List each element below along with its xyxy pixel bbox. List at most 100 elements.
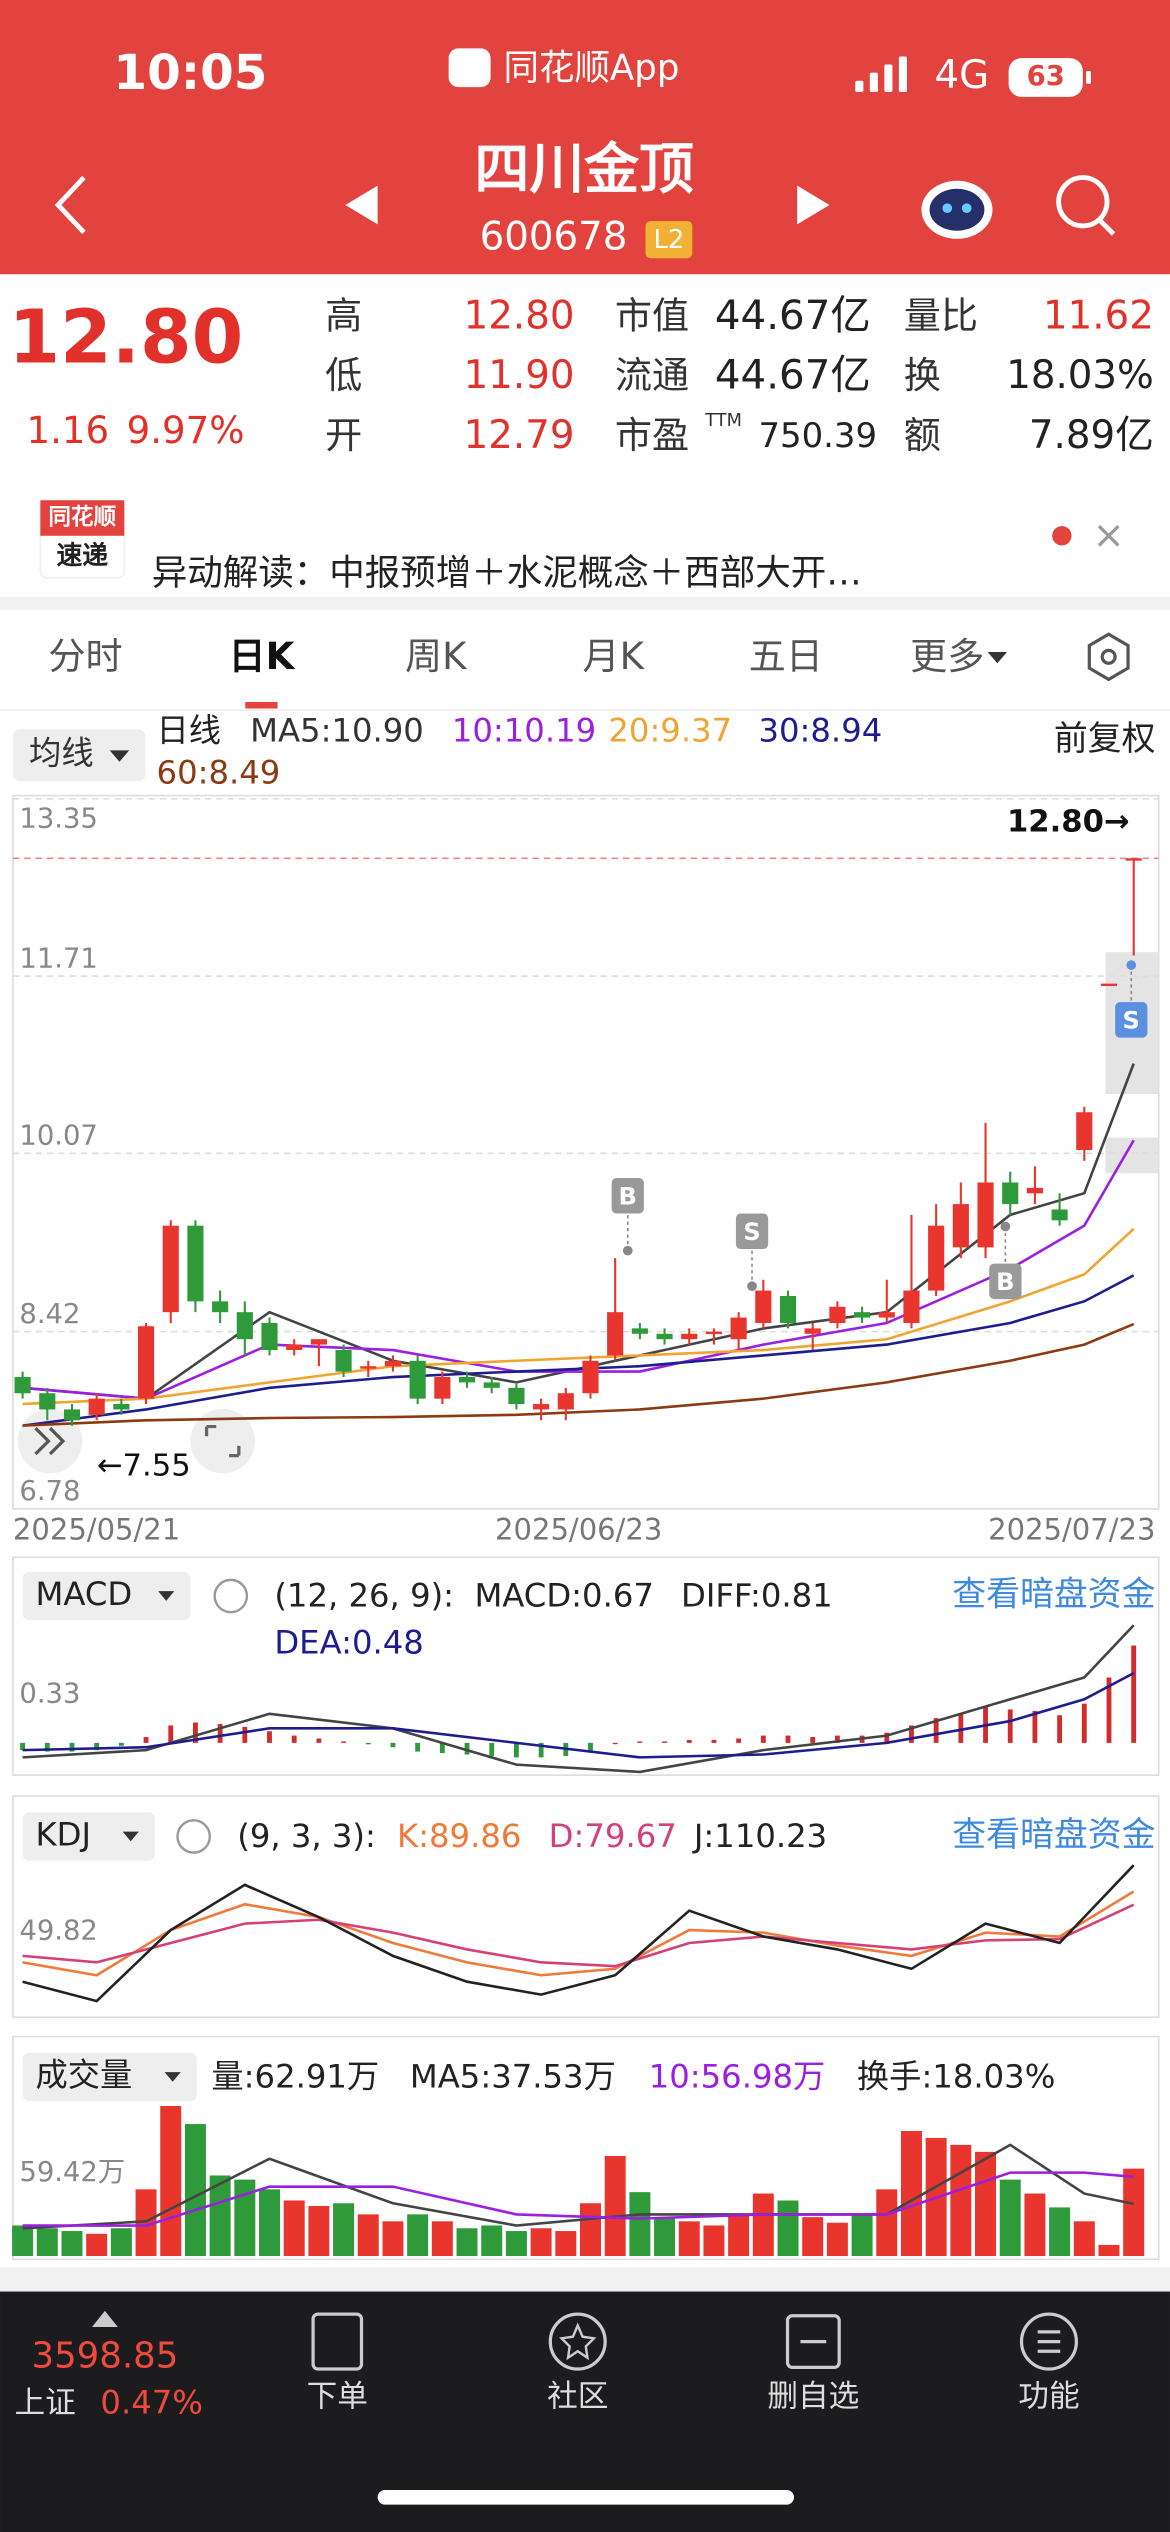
panel-title[interactable]: KDJ [36,1815,92,1853]
nav-icon[interactable] [548,2312,607,2371]
panel-title[interactable]: 成交量 [36,2056,133,2094]
ma-button-text[interactable]: 均线 [29,734,94,772]
trade-marker-text: B [619,1182,637,1210]
nav-label[interactable]: 社区 [547,2380,608,2415]
nav-icon[interactable] [311,2312,364,2371]
annotation: 12.80→ [1007,805,1130,840]
y-tick-label: 13.35 [19,803,98,834]
ma-button[interactable] [12,729,146,782]
candle-body [952,1204,969,1248]
candle-body [187,1225,204,1302]
bar [513,1742,519,1758]
link[interactable]: 查看暗盘资金 [952,1815,1155,1854]
bar [333,2203,355,2257]
tab[interactable]: 分时 [48,635,122,678]
y-tick-label: 11.71 [19,943,98,974]
clock: 10:05 [113,45,267,101]
home-indicator [377,2490,794,2505]
x-tick-label: 2025/05/21 [13,1512,180,1546]
tab[interactable]: 更多 [910,635,984,678]
params: (12, 26, 9): [274,1577,454,1615]
link[interactable]: 查看暗盘资金 [952,1575,1155,1614]
expand-icon [34,1427,66,1456]
quote-bg [0,274,1170,598]
candle-body [1051,1209,1068,1221]
nav-icon[interactable] [785,2314,841,2370]
signal-icon [855,56,907,92]
search-icon[interactable] [1056,175,1116,236]
more-caret [987,651,1007,664]
legend-entry: 10:10.19 [452,712,596,750]
candle-body [458,1377,476,1383]
bar [160,2106,182,2257]
indicator-line [22,1139,1135,1400]
index-value: 3598.85 [31,2336,178,2377]
candle-body [1026,1187,1043,1194]
candle-body [705,1331,723,1335]
close-news[interactable] [1097,524,1120,547]
adjust[interactable]: 前复权 [1054,719,1156,758]
battery-icon [1008,58,1083,97]
bar [365,1742,371,1745]
candle-body [39,1393,56,1410]
candle-body [360,1366,377,1369]
next-stock[interactable] [797,185,830,225]
bar [588,1742,593,1752]
bar [168,1725,174,1743]
bar [217,1723,223,1743]
help-icon[interactable] [176,1819,212,1854]
bar [1007,1709,1013,1743]
stat-value: 7.89亿 [1029,413,1154,458]
caret [122,1831,139,1842]
bar [316,1738,322,1743]
bar [637,1741,643,1743]
bar [950,2144,972,2257]
nav-icon[interactable] [1019,2312,1079,2371]
indicator-line [22,1672,1135,1759]
bar [1098,2244,1120,2257]
bar [291,1735,297,1743]
assistant-icon[interactable] [921,180,993,239]
nav-label[interactable]: 删自选 [767,2380,859,2415]
legend-entry: 换手:18.03% [857,2058,1055,2096]
marker-dot [1000,1221,1011,1232]
bar [259,2189,280,2257]
tab[interactable]: 五日 [749,635,823,678]
prev-stock[interactable] [345,185,378,225]
panel-title[interactable]: MACD [36,1575,133,1613]
bar [118,1742,124,1746]
bar [678,2221,700,2257]
bar [1131,1645,1137,1743]
tab[interactable]: 日K [229,635,296,678]
y-tick-label: 6.78 [19,1476,80,1507]
trade-marker-text: S [1123,1007,1140,1035]
legend-entry: MACD:0.67 [474,1577,653,1615]
bar [876,2189,898,2257]
back-button[interactable] [54,175,86,235]
nav-label[interactable]: 功能 [1018,2380,1079,2415]
bar [135,2189,157,2257]
nav-label[interactable]: 下单 [307,2380,368,2415]
stat-label: 市盈 [615,414,689,457]
candle-body [1125,858,1142,861]
index-name: 上证 [15,2386,76,2421]
news-logo-text: 速递 [56,540,108,571]
bar [439,1742,445,1754]
panel-button[interactable] [22,2052,197,2102]
news-text[interactable]: 异动解读：中报预增＋水泥概念＋西部大开… [152,553,862,594]
tab[interactable]: 月K [583,635,646,678]
candle-body [508,1387,525,1405]
bar [728,2214,750,2257]
tab[interactable]: 周K [405,635,468,678]
panel-button[interactable] [22,1571,191,1621]
settings-icon[interactable] [1087,632,1130,682]
marker-dot [622,1245,633,1256]
bar [851,2214,873,2257]
candle-body [631,1328,648,1334]
candle-body [137,1326,155,1399]
bar [802,2217,824,2257]
y-tick-label: 59.42万 [19,2157,125,2188]
panel-button[interactable] [22,1812,155,1861]
help-icon[interactable] [213,1578,249,1614]
